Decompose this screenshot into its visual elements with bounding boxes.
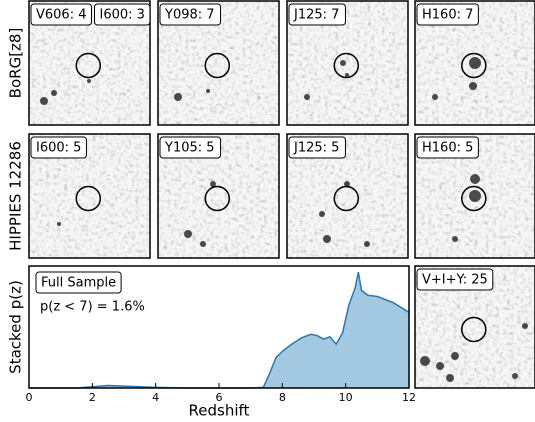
source-blob — [469, 82, 477, 90]
label-box — [30, 3, 92, 26]
target-circle — [75, 52, 102, 79]
annotation: p(z < 7) = 1.6% — [40, 300, 145, 315]
panel-label: Y105: 5 — [164, 141, 215, 156]
panel-label: J125: 5 — [293, 141, 339, 156]
panel-label: V606: 4 — [36, 8, 87, 23]
target-circle — [461, 52, 487, 79]
target-circle — [204, 52, 231, 79]
y-axis-label: Stacked p(z) — [7, 280, 25, 374]
source-blob — [184, 230, 192, 238]
source-blob — [344, 181, 350, 187]
source-blob — [304, 94, 310, 100]
source-blob — [323, 235, 331, 243]
source-blob — [200, 241, 206, 247]
pz-area — [29, 272, 409, 388]
source-blob — [436, 362, 444, 370]
label-box — [159, 3, 222, 26]
source-blob — [470, 174, 480, 184]
x-tick-label: 4 — [152, 391, 159, 404]
image-frame — [28, 0, 151, 126]
label-box — [416, 136, 479, 159]
row-label: BoRG[z8] — [7, 28, 25, 99]
target-circle — [333, 185, 360, 212]
image-frame — [28, 133, 151, 259]
source-blob — [51, 90, 57, 96]
pz-line — [29, 271, 410, 389]
label-box — [94, 3, 151, 26]
label-box — [35, 271, 122, 294]
image-frame — [414, 265, 535, 389]
source-blob — [340, 60, 346, 66]
x-tick-label: 8 — [279, 391, 286, 404]
target-circle — [75, 185, 102, 212]
source-blob — [206, 89, 210, 93]
image-frame — [157, 0, 280, 126]
image-frame — [286, 0, 409, 126]
label-box — [416, 268, 494, 291]
label-box — [416, 3, 479, 26]
source-blob — [174, 93, 182, 101]
x-axis-label: Redshift — [189, 402, 250, 420]
x-tick-label: 6 — [216, 391, 223, 404]
panel-label: I600: 3 — [100, 8, 145, 23]
source-blob — [40, 97, 48, 105]
source-blob — [364, 241, 370, 247]
source-blob — [512, 373, 518, 379]
source-blob — [452, 236, 458, 242]
panel-label: I600: 5 — [36, 141, 81, 156]
target-circle — [333, 52, 360, 79]
source-blob — [319, 211, 325, 217]
source-blob — [87, 79, 91, 83]
x-tick-label: 12 — [402, 391, 416, 404]
panel-label: V+I+Y: 25 — [422, 273, 488, 288]
source-blob — [432, 94, 438, 100]
x-tick-label: 2 — [89, 391, 96, 404]
panel-label: H160: 5 — [422, 141, 473, 156]
x-tick-label: 0 — [26, 391, 33, 404]
label-box — [30, 136, 87, 159]
source-blob — [469, 57, 481, 69]
panel-label: J125: 7 — [293, 8, 339, 23]
panel-label: H160: 7 — [422, 8, 473, 23]
source-blob — [420, 356, 430, 366]
image-frame — [414, 0, 535, 126]
source-blob — [210, 181, 216, 187]
source-blob — [451, 352, 459, 360]
image-frame — [157, 133, 280, 259]
label-box — [288, 3, 346, 26]
source-blob — [522, 323, 528, 329]
panel-label: Full Sample — [41, 276, 116, 291]
source-blob — [57, 222, 61, 226]
target-circle — [204, 185, 231, 212]
source-blob — [469, 190, 481, 202]
panel-label: Y098: 7 — [164, 8, 215, 23]
label-box — [159, 136, 222, 159]
x-tick-label: 10 — [339, 391, 353, 404]
target-circle — [461, 185, 487, 212]
row-label: HIPPIES 12286 — [7, 141, 25, 251]
label-box — [288, 136, 346, 159]
target-circle — [461, 316, 487, 343]
source-blob — [345, 73, 349, 77]
image-frame — [286, 133, 409, 259]
image-frame — [414, 133, 535, 259]
source-blob — [446, 374, 454, 382]
